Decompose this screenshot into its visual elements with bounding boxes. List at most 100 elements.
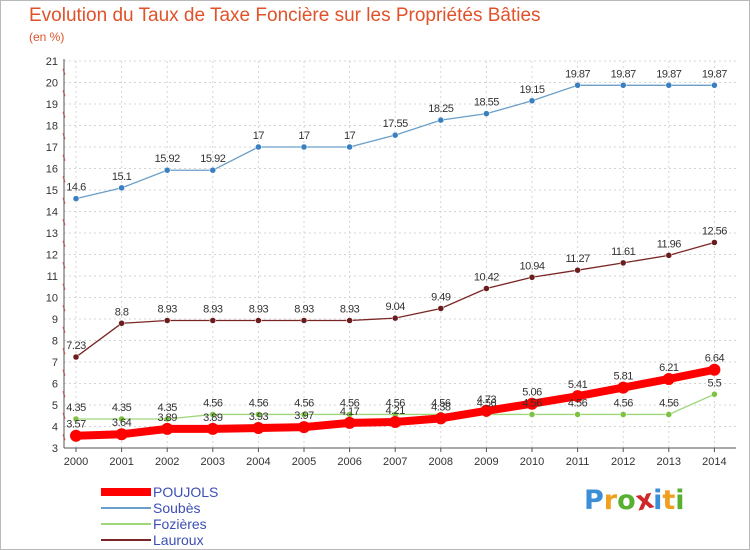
data-label-soubes: 15.1 (112, 171, 132, 183)
data-label-lauroux: 7.23 (66, 340, 86, 352)
data-label-lauroux: 11.96 (657, 238, 682, 250)
x-tick-label: 2000 (64, 456, 88, 468)
axes: 3 4 5 6 7 8 9 10 11 12 13 14 15 16 17 18 19 20 21 2000 2001 2… (46, 56, 736, 468)
y-tick-label: 17 (46, 142, 58, 154)
data-point-lauroux (711, 239, 718, 246)
data-label-soubes: 14.6 (66, 182, 86, 194)
data-point-fozieres (574, 411, 581, 418)
data-point-soubes (528, 97, 536, 105)
data-label-poujols: 4.38 (431, 401, 451, 413)
data-label-lauroux: 8.93 (340, 304, 360, 316)
data-point-poujols (206, 422, 219, 435)
logo-letter: P (584, 485, 604, 516)
data-point-poujols (252, 422, 265, 435)
legend-swatch-soubes (101, 507, 151, 509)
data-point-fozieres (711, 391, 718, 398)
logo-letter: i (675, 485, 685, 516)
x-tick-label: 2014 (702, 456, 726, 468)
data-label-fozieres: 5.5 (708, 377, 722, 389)
data-label-fozieres: 4.56 (659, 397, 679, 409)
data-point-fozieres (300, 411, 308, 418)
data-point-fozieres (209, 411, 217, 418)
data-label-poujols: 3.93 (249, 411, 269, 423)
y-tick-label: 11 (47, 271, 58, 283)
data-point-fozieres (255, 411, 262, 418)
data-label-poujols: 3.97 (294, 410, 314, 422)
data-point-soubes (483, 110, 490, 117)
data-label-fozieres: 4.56 (613, 397, 633, 409)
data-point-poujols (434, 412, 447, 425)
data-label-fozieres: 4.56 (385, 397, 405, 409)
y-tick-label: 6 (52, 379, 58, 391)
data-label-poujols: 4.17 (340, 406, 360, 418)
y-tick-label: 15 (46, 185, 58, 197)
data-label-fozieres: 4.56 (340, 397, 360, 409)
data-point-fozieres (528, 411, 536, 418)
data-point-poujols (343, 416, 356, 429)
data-point-soubes (665, 82, 673, 89)
data-point-soubes (163, 166, 171, 174)
y-tick-label: 12 (46, 250, 58, 262)
data-point-lauroux (574, 266, 581, 274)
data-point-poujols (389, 415, 402, 428)
x-tick-label: 2006 (337, 456, 361, 468)
y-tick-label: 10 (46, 293, 58, 305)
y-tick-label: 14 (46, 207, 58, 219)
data-point-soubes (437, 116, 445, 124)
data-point-fozieres (665, 411, 673, 418)
data-label-soubes: 17 (298, 130, 310, 142)
data-label-soubes: 18.25 (428, 103, 453, 115)
data-point-poujols (617, 381, 630, 394)
data-label-soubes: 19.87 (611, 68, 636, 80)
data-point-fozieres (619, 411, 627, 418)
legend-label-poujols: POUJOLS (153, 484, 219, 500)
data-label-poujols: 3.89 (157, 412, 177, 424)
legend-label-lauroux: Lauroux (153, 532, 204, 548)
data-point-poujols (526, 397, 538, 410)
data-point-fozieres (163, 415, 171, 423)
data-point-lauroux (483, 285, 490, 292)
x-tick-label: 2010 (520, 456, 544, 468)
data-label-lauroux: 8.93 (249, 304, 269, 316)
logo-letter: t (662, 485, 676, 516)
data-point-lauroux (619, 259, 627, 267)
data-label-soubes: 19.87 (702, 68, 727, 80)
legend-swatch-poujols (101, 488, 151, 496)
y-tick-label: 20 (46, 78, 58, 90)
data-label-poujols: 6.64 (705, 353, 725, 365)
logo-letter: i (653, 485, 663, 516)
data-labels: 3.57 3.64 3.89 3.89 3.93 3.97 4.17 4.21 4.38 4.73… (66, 68, 728, 431)
legend-item-lauroux: Lauroux (101, 532, 361, 548)
data-point-poujols (298, 421, 310, 434)
x-tick-label: 2011 (566, 456, 590, 468)
legend-swatch-fozieres (101, 523, 151, 525)
y-tick-label: 21 (46, 56, 58, 68)
data-label-fozieres: 4.56 (477, 397, 497, 409)
y-tick-label: 18 (46, 121, 58, 133)
data-point-lauroux (391, 314, 399, 322)
data-point-poujols (161, 422, 174, 435)
legend-swatch-lauroux (101, 539, 151, 541)
data-point-soubes (209, 166, 217, 174)
data-label-soubes: 19.15 (519, 84, 544, 96)
data-label-poujols: 3.57 (66, 419, 86, 431)
data-point-poujols (480, 404, 493, 417)
grid-lines (64, 60, 736, 449)
data-point-poujols (571, 390, 584, 403)
data-label-soubes: 18.55 (474, 97, 499, 109)
data-label-fozieres: 4.56 (294, 397, 314, 409)
data-label-fozieres: 4.56 (249, 397, 269, 409)
data-point-soubes (118, 184, 125, 192)
data-label-poujols: 3.89 (203, 412, 223, 424)
x-tick-label: 2009 (474, 456, 498, 468)
data-point-soubes (711, 82, 718, 89)
data-label-soubes: 15.92 (155, 153, 180, 165)
data-label-lauroux: 9.04 (385, 301, 405, 313)
data-label-poujols: 4.21 (385, 405, 405, 417)
data-label-lauroux: 10.94 (519, 260, 544, 272)
y-tick-label: 4 (52, 422, 58, 434)
data-label-soubes: 17 (344, 130, 356, 142)
data-label-poujols: 5.81 (613, 371, 633, 383)
data-point-lauroux (163, 317, 171, 324)
